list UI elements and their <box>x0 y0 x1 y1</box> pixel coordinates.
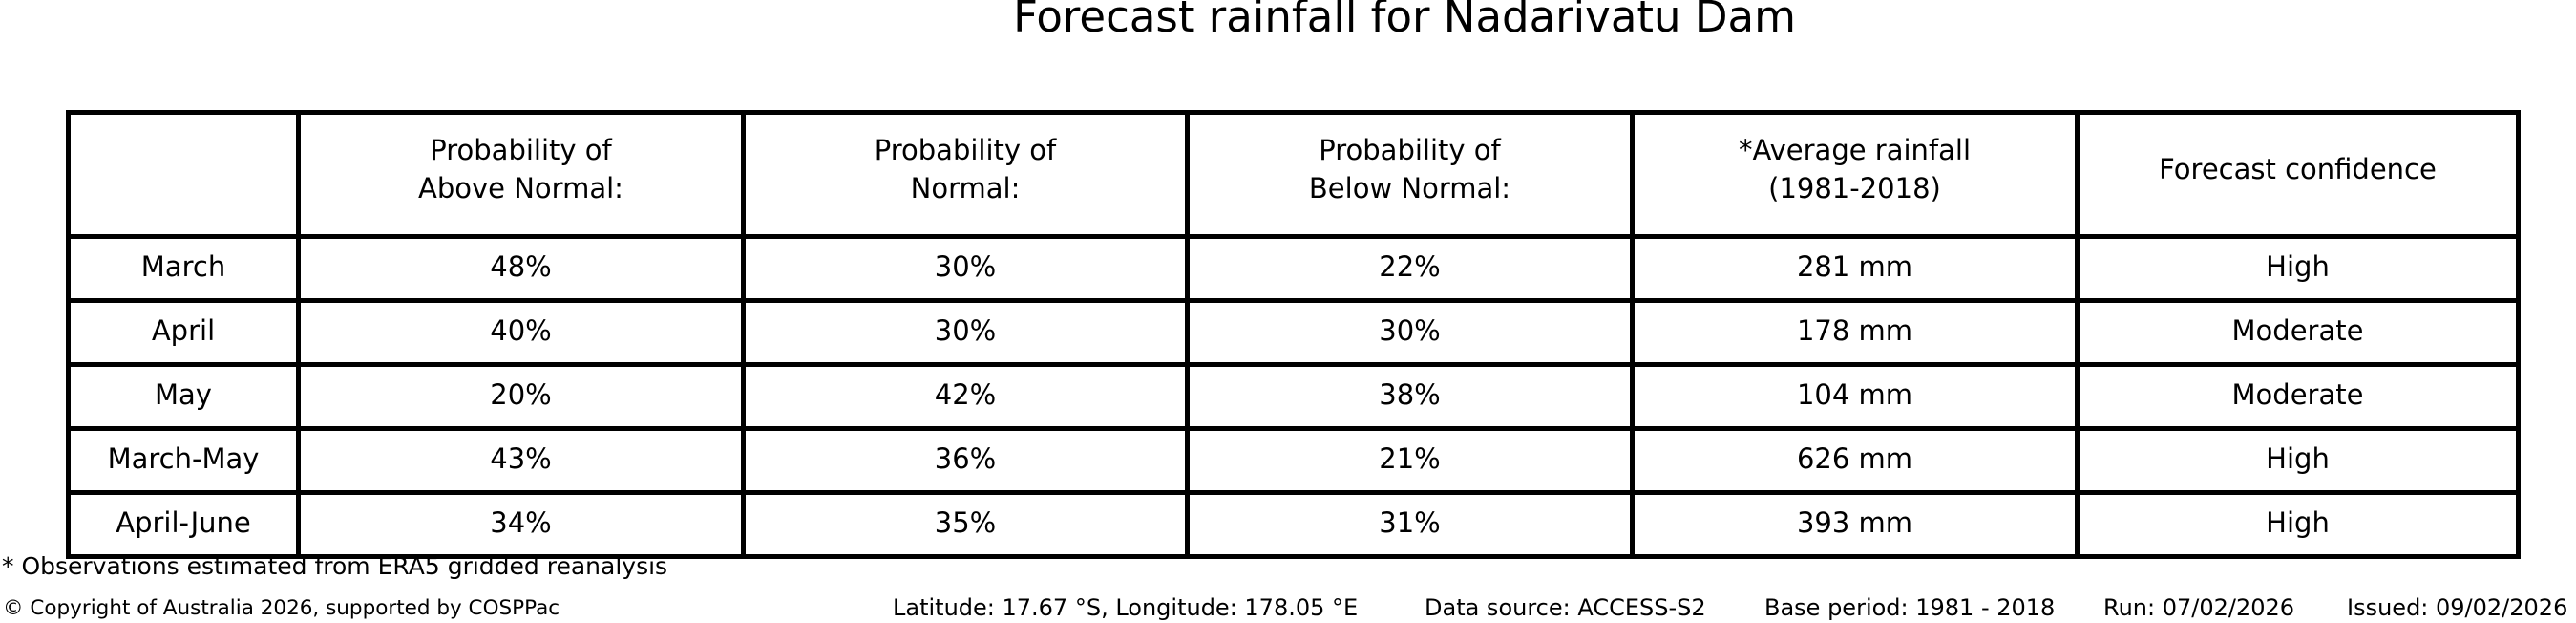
row-label: April-June <box>66 490 301 559</box>
row-label: May <box>66 362 301 431</box>
page-title: Forecast rainfall for Nadarivatu Dam <box>1013 0 1796 42</box>
latitude-longitude-text: Latitude: 17.67 °S, Longitude: 178.05 °E <box>893 594 1359 621</box>
cell-below-normal: 22% <box>1185 234 1635 303</box>
cell-normal: 30% <box>741 234 1190 303</box>
table-header-row: Probability of Above Normal: Probability… <box>66 110 2521 239</box>
cell-normal: 36% <box>741 426 1190 495</box>
row-label: March <box>66 234 301 303</box>
cell-above-normal: 40% <box>296 298 746 367</box>
row-label: March-May <box>66 426 301 495</box>
header-cell-below-normal: Probability of Below Normal: <box>1185 110 1635 239</box>
cell-above-normal: 48% <box>296 234 746 303</box>
observations-footnote: * Observations estimated from ERA5 gridd… <box>2 552 668 580</box>
table-row: March-May 43% 36% 21% 626 mm High <box>66 426 2521 495</box>
run-date-text: Run: 07/02/2026 <box>2103 594 2295 621</box>
table-row: April 40% 30% 30% 178 mm Moderate <box>66 298 2521 367</box>
table-row: May 20% 42% 38% 104 mm Moderate <box>66 362 2521 431</box>
header-cell-forecast-confidence: Forecast confidence <box>2075 110 2521 239</box>
header-cell-average-rainfall: *Average rainfall (1981-2018) <box>1630 110 2080 239</box>
cell-confidence: High <box>2075 490 2521 559</box>
cell-above-normal: 43% <box>296 426 746 495</box>
cell-average-rainfall: 104 mm <box>1630 362 2080 431</box>
header-cell-above-normal: Probability of Above Normal: <box>296 110 746 239</box>
table-row: March 48% 30% 22% 281 mm High <box>66 234 2521 303</box>
cell-average-rainfall: 626 mm <box>1630 426 2080 495</box>
cell-below-normal: 38% <box>1185 362 1635 431</box>
cell-normal: 42% <box>741 362 1190 431</box>
cell-confidence: High <box>2075 426 2521 495</box>
cell-normal: 30% <box>741 298 1190 367</box>
cell-average-rainfall: 178 mm <box>1630 298 2080 367</box>
cell-average-rainfall: 393 mm <box>1630 490 2080 559</box>
cell-normal: 35% <box>741 490 1190 559</box>
data-source-text: Data source: ACCESS-S2 <box>1425 594 1706 621</box>
cell-above-normal: 34% <box>296 490 746 559</box>
cell-confidence: High <box>2075 234 2521 303</box>
cell-above-normal: 20% <box>296 362 746 431</box>
forecast-table: Probability of Above Normal: Probability… <box>66 110 2521 559</box>
cell-confidence: Moderate <box>2075 362 2521 431</box>
table-row: April-June 34% 35% 31% 393 mm High <box>66 490 2521 559</box>
cell-confidence: Moderate <box>2075 298 2521 367</box>
row-label: April <box>66 298 301 367</box>
cell-below-normal: 30% <box>1185 298 1635 367</box>
cell-average-rainfall: 281 mm <box>1630 234 2080 303</box>
header-cell-blank <box>66 110 301 239</box>
copyright-text: © Copyright of Australia 2026, supported… <box>3 596 560 620</box>
base-period-text: Base period: 1981 - 2018 <box>1764 594 2056 621</box>
header-cell-normal: Probability of Normal: <box>741 110 1190 239</box>
cell-below-normal: 21% <box>1185 426 1635 495</box>
cell-below-normal: 31% <box>1185 490 1635 559</box>
issued-date-text: Issued: 09/02/2026 <box>2347 594 2568 621</box>
